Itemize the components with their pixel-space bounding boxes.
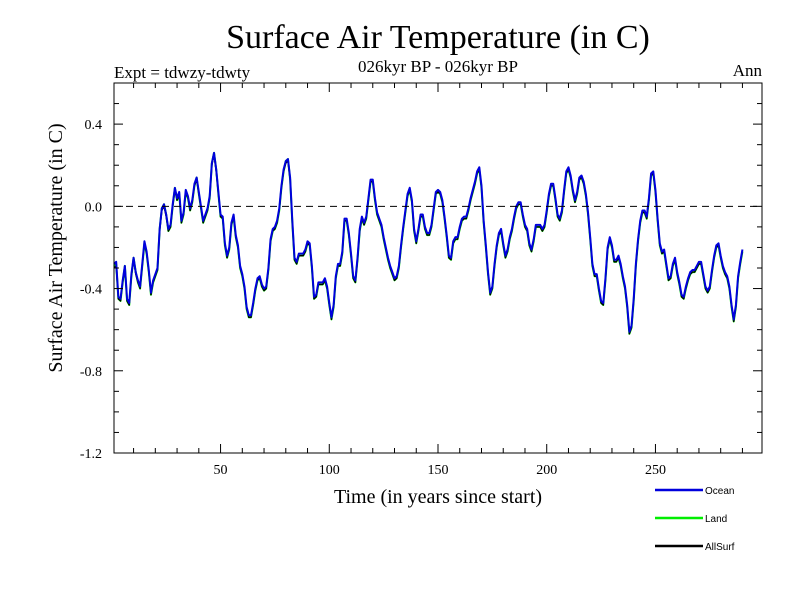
plot-series bbox=[113, 151, 744, 335]
y-tick-label: -1.2 bbox=[80, 447, 102, 462]
chart-subtitle-center: 026kyr BP - 026kyr BP bbox=[358, 57, 518, 76]
y-tick-labels: -1.2 -0.8 -0.4 0.0 0.4 bbox=[80, 118, 102, 462]
axis-ticks bbox=[114, 82, 762, 454]
chart-title: Surface Air Temperature (in C) bbox=[226, 19, 650, 56]
x-tick-label: 50 bbox=[214, 463, 228, 478]
legend-label-allsurf: AllSurf bbox=[705, 542, 735, 553]
chart-subtitle-left: Expt = tdwzy-tdwty bbox=[114, 63, 251, 82]
y-tick-label: 0.0 bbox=[85, 200, 103, 215]
x-tick-label: 100 bbox=[319, 463, 340, 478]
y-tick-label: 0.4 bbox=[85, 118, 103, 133]
y-axis-label: Surface Air Temperature (in C) bbox=[45, 123, 67, 372]
series-line-allsurf bbox=[113, 154, 744, 335]
x-axis-label: Time (in years since start) bbox=[334, 486, 542, 508]
legend-label-land: Land bbox=[705, 514, 727, 525]
series-line-land bbox=[113, 151, 744, 335]
x-tick-label: 250 bbox=[645, 463, 666, 478]
legend: Ocean Land AllSurf bbox=[655, 486, 735, 553]
y-tick-label: -0.8 bbox=[80, 365, 102, 380]
x-tick-label: 150 bbox=[428, 463, 449, 478]
series-line-ocean bbox=[113, 151, 744, 333]
x-tick-label: 200 bbox=[536, 463, 557, 478]
plot-frame bbox=[113, 82, 763, 454]
y-tick-label: -0.4 bbox=[80, 283, 102, 298]
legend-label-ocean: Ocean bbox=[705, 486, 734, 497]
x-tick-labels: 50 100 150 200 250 bbox=[214, 463, 666, 478]
chart-subtitle-right: Ann bbox=[733, 61, 763, 80]
